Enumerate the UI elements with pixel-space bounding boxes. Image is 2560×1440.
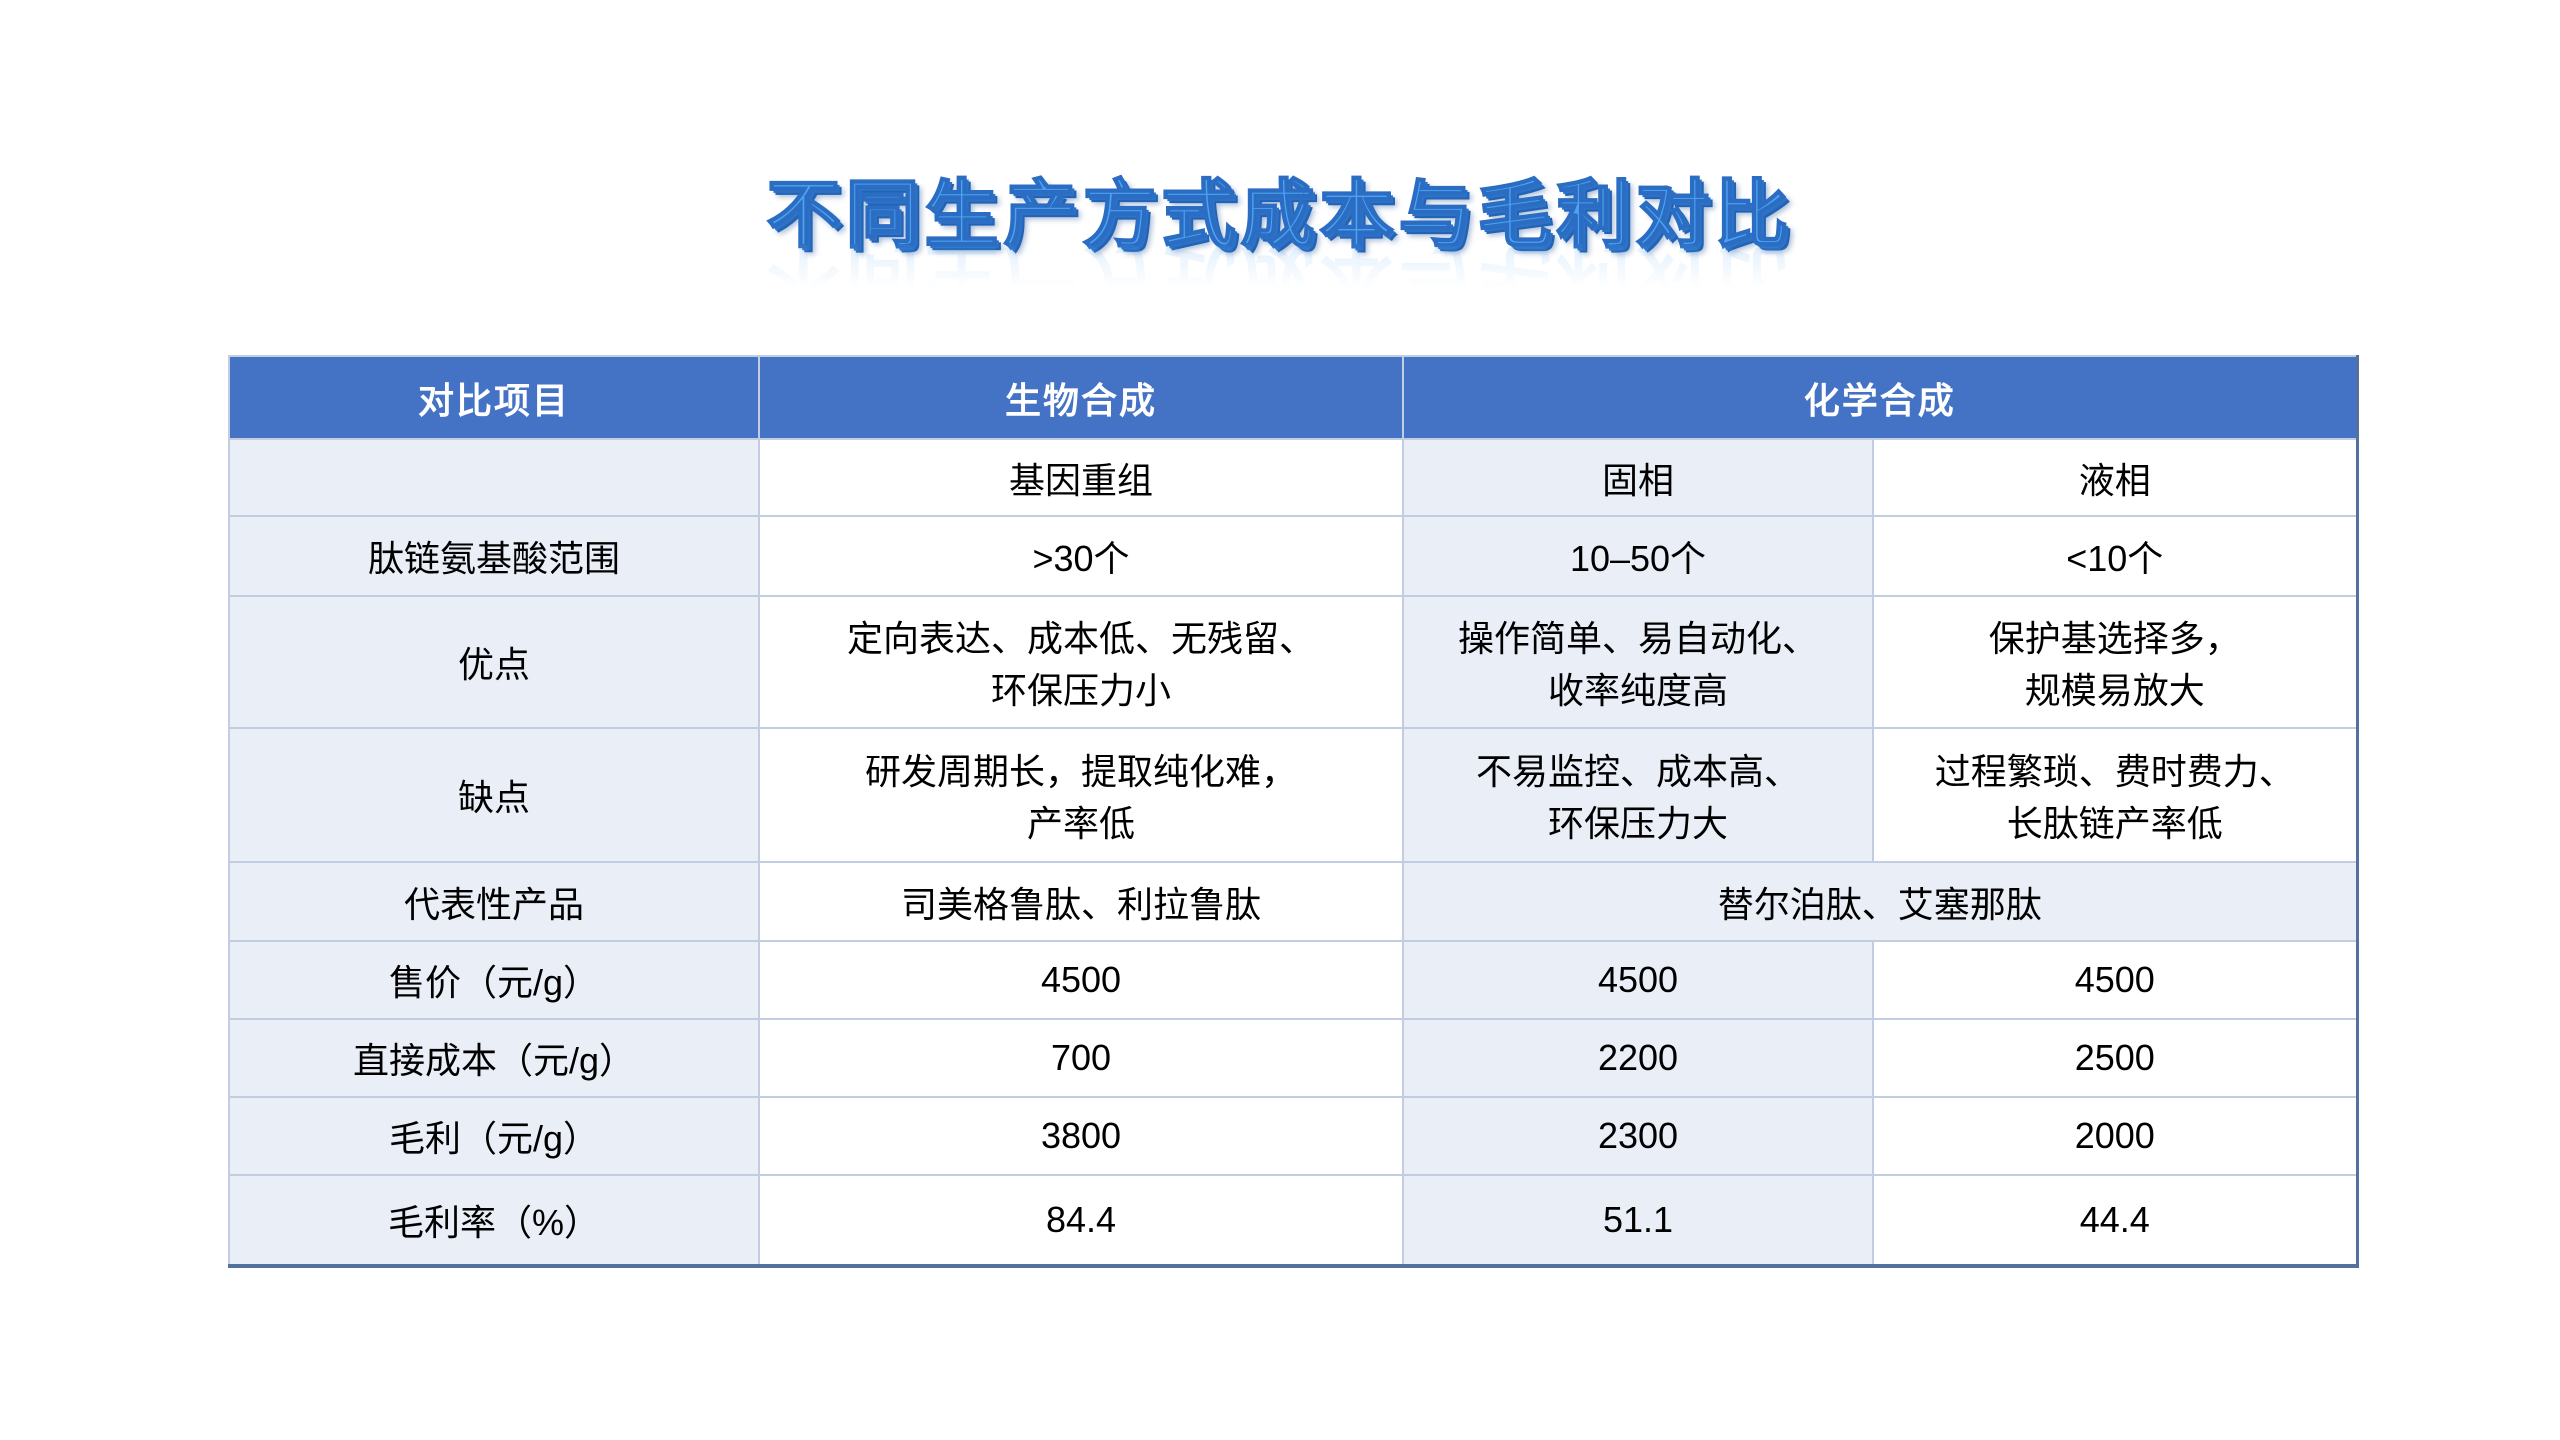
cell-value: 司美格鲁肽、利拉鲁肽 (758, 861, 1404, 942)
cell-value: 4500 (1402, 940, 1874, 1020)
cell-value: 不易监控、成本高、 环保压力大 (1402, 727, 1874, 863)
cell-value: 2000 (1871, 1096, 2359, 1176)
table-row: 优点 定向表达、成本低、无残留、 环保压力小 操作简单、易自动化、 收率纯度高 … (228, 595, 2359, 729)
subheader-spacer (228, 438, 760, 517)
comparison-table: 对比项目 生物合成 化学合成 基因重组 固相 液相 肽链氨基酸范围 >30个 1… (228, 355, 2359, 1268)
cell-value: 3800 (758, 1096, 1404, 1176)
cell-value: 2200 (1402, 1018, 1874, 1098)
cell-value: 保护基选择多， 规模易放大 (1871, 595, 2359, 729)
row-label: 售价（元/g） (228, 940, 760, 1020)
row-label: 毛利率（%） (228, 1174, 760, 1267)
table-row: 代表性产品 司美格鲁肽、利拉鲁肽 替尔泊肽、艾塞那肽 (228, 861, 2359, 942)
subheader-gene-recombination: 基因重组 (758, 438, 1404, 517)
page-title: 不同生产方式成本与毛利对比 (766, 173, 1794, 256)
cell-value: 4500 (1871, 940, 2359, 1020)
row-label: 代表性产品 (228, 861, 760, 942)
table-row: 直接成本（元/g） 700 2200 2500 (228, 1018, 2359, 1098)
column-header-items: 对比项目 (228, 355, 760, 440)
cell-value: 51.1 (1402, 1174, 1874, 1267)
cell-value: 44.4 (1871, 1174, 2359, 1267)
row-label: 直接成本（元/g） (228, 1018, 760, 1098)
cell-value: 2500 (1871, 1018, 2359, 1098)
table-header-row: 对比项目 生物合成 化学合成 (228, 355, 2359, 440)
subheader-liquid-phase: 液相 (1871, 438, 2359, 517)
cell-value: 过程繁琐、费时费力、 长肽链产率低 (1871, 727, 2359, 863)
cell-value-highlight: 84.4 (758, 1174, 1404, 1267)
cell-value: 4500 (758, 940, 1404, 1020)
cell-value: 研发周期长，提取纯化难， 产率低 (758, 727, 1404, 863)
cell-value-merged: 替尔泊肽、艾塞那肽 (1401, 861, 2359, 942)
column-header-bio-synthesis: 生物合成 (758, 355, 1404, 440)
row-label: 毛利（元/g） (228, 1096, 760, 1176)
row-label: 肽链氨基酸范围 (228, 515, 760, 597)
slide-title-block: 不同生产方式成本与毛利对比 不同生产方式成本与毛利对比 (0, 173, 2560, 320)
table-subheader-row: 基因重组 固相 液相 (228, 438, 2359, 517)
row-label: 优点 (228, 595, 760, 729)
cell-value: 操作简单、易自动化、 收率纯度高 (1402, 595, 1874, 729)
table-row: 毛利（元/g） 3800 2300 2000 (228, 1096, 2359, 1176)
cell-value: 定向表达、成本低、无残留、 环保压力小 (758, 595, 1404, 729)
table-row: 毛利率（%） 84.4 51.1 44.4 (228, 1174, 2359, 1267)
table-row: 缺点 研发周期长，提取纯化难， 产率低 不易监控、成本高、 环保压力大 过程繁琐… (228, 727, 2359, 863)
row-label: 缺点 (228, 727, 760, 863)
column-header-chemical-synthesis: 化学合成 (1401, 355, 2359, 440)
table-row: 肽链氨基酸范围 >30个 10–50个 <10个 (228, 515, 2359, 597)
cell-value: 2300 (1402, 1096, 1874, 1176)
cell-value: >30个 (758, 515, 1404, 597)
cell-value: 700 (758, 1018, 1404, 1098)
cell-value: 10–50个 (1402, 515, 1874, 597)
cell-value: <10个 (1871, 515, 2359, 597)
table-row: 售价（元/g） 4500 4500 4500 (228, 940, 2359, 1020)
subheader-solid-phase: 固相 (1402, 438, 1874, 517)
